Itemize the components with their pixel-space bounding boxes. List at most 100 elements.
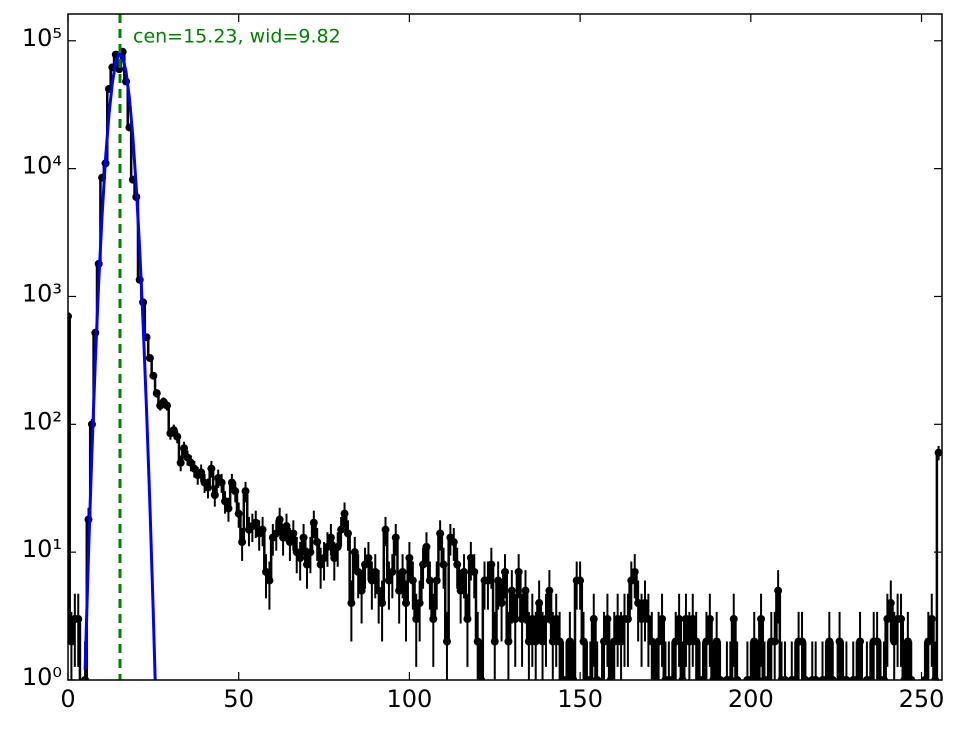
data-point: [432, 576, 441, 585]
data-point: [903, 637, 912, 646]
data-point: [439, 560, 448, 569]
data-point: [367, 576, 376, 585]
data-point: [190, 464, 199, 473]
data-point: [279, 533, 288, 542]
data-point: [152, 389, 161, 398]
data-point: [347, 599, 356, 608]
y-tick-label: 10²: [22, 407, 62, 435]
data-point: [900, 676, 909, 680]
data-point: [436, 529, 445, 538]
data-point: [262, 567, 271, 576]
data-point: [774, 586, 783, 595]
data-point: [470, 567, 479, 576]
data-point: [401, 599, 410, 608]
data-point: [720, 716, 728, 724]
data-point: [180, 444, 189, 453]
data-point: [859, 716, 867, 724]
data-point: [173, 432, 182, 441]
data-point: [709, 676, 718, 680]
data-point: [326, 533, 335, 542]
data-point: [299, 533, 308, 542]
data-point: [343, 529, 352, 538]
data-point: [924, 637, 933, 646]
data-point: [842, 676, 851, 680]
data-point: [733, 676, 742, 680]
data-point: [828, 676, 837, 680]
data-point: [378, 599, 387, 608]
data-point: [918, 716, 926, 724]
data-point: [576, 576, 585, 585]
data-point: [425, 576, 434, 585]
data-point: [705, 615, 714, 624]
data-point: [473, 637, 482, 646]
data-point: [712, 637, 721, 646]
data-point: [675, 615, 684, 624]
data-point: [763, 676, 772, 680]
data-point: [340, 509, 349, 518]
data-point: [897, 615, 906, 624]
data-point: [374, 586, 383, 595]
data-point: [292, 548, 301, 557]
data-point: [770, 637, 779, 646]
data-point: [647, 637, 656, 646]
data-point: [521, 586, 530, 595]
data-point: [207, 464, 216, 473]
data-point: [149, 371, 158, 380]
data-point: [419, 560, 428, 569]
x-tick-label: 50: [223, 685, 254, 713]
data-point: [354, 567, 363, 576]
data-point: [357, 586, 366, 595]
data-point: [163, 401, 172, 410]
data-point: [678, 676, 687, 680]
data-point: [890, 637, 899, 646]
data-point: [610, 637, 619, 646]
data-point: [531, 637, 540, 646]
data-point: [78, 716, 86, 724]
data-point: [593, 676, 602, 680]
data-point: [603, 615, 612, 624]
data-point: [251, 518, 260, 527]
data-point: [685, 637, 694, 646]
data-point: [597, 716, 605, 724]
data-point: [210, 490, 219, 499]
data-point: [798, 637, 807, 646]
data-point: [589, 615, 598, 624]
data-point: [634, 599, 643, 608]
data-point: [285, 538, 294, 547]
data-point: [716, 676, 725, 680]
data-point: [384, 576, 393, 585]
data-point: [613, 615, 622, 624]
data-point: [630, 567, 639, 576]
data-point: [545, 586, 554, 595]
data-point: [350, 548, 359, 557]
data-point: [784, 716, 792, 724]
data-point: [623, 615, 632, 624]
data-point: [555, 637, 564, 646]
data-point: [381, 525, 390, 534]
data-point: [750, 637, 759, 646]
data-point: [265, 576, 274, 585]
data-point: [541, 615, 550, 624]
plot-layer: [68, 14, 942, 724]
data-point: [238, 538, 247, 547]
data-point: [501, 567, 509, 576]
data-point: [487, 560, 496, 569]
data-point: [644, 615, 653, 624]
data-point: [671, 637, 680, 646]
data-point: [791, 676, 800, 680]
data-point: [801, 676, 810, 680]
x-tick-label: 200: [728, 685, 774, 713]
data-point: [145, 354, 154, 363]
data-point: [497, 599, 506, 608]
data-point: [289, 529, 298, 538]
data-point: [169, 426, 178, 435]
data-point: [483, 576, 492, 585]
data-point: [852, 676, 861, 680]
data-point: [914, 716, 922, 724]
data-point: [231, 487, 240, 496]
data-point: [637, 615, 646, 624]
data-point: [668, 676, 677, 680]
data-point: [74, 615, 83, 624]
x-tick-label: 100: [387, 685, 433, 713]
data-point: [856, 637, 865, 646]
